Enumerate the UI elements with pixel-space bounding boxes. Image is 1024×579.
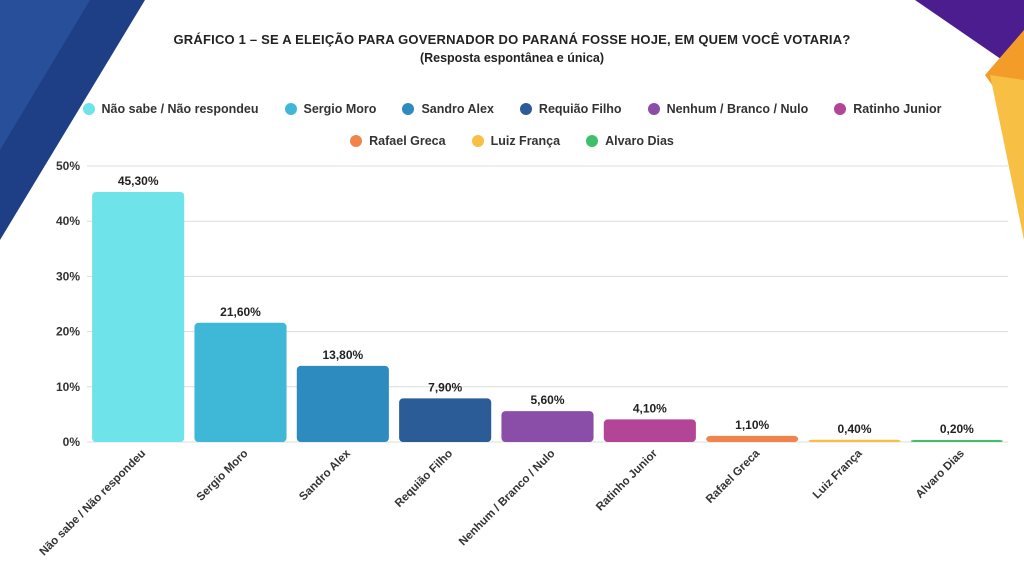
legend-label: Requião Filho (538, 102, 622, 116)
y-tick-label: 50% (56, 159, 80, 173)
legend-label: Ratinho Junior (853, 102, 942, 116)
legend-label: Sandro Alex (421, 102, 494, 116)
data-label: 45,30% (118, 174, 159, 188)
y-tick-label: 10% (56, 380, 80, 394)
legend-item: Sandro Alex (402, 102, 494, 116)
legend-label: Rafael Greca (369, 134, 446, 148)
y-tick-label: 40% (56, 214, 80, 228)
legend-label: Não sabe / Não respondeu (101, 102, 259, 116)
legend-label: Nenhum / Branco / Nulo (666, 102, 809, 116)
data-label: 13,80% (322, 348, 363, 362)
bar (399, 398, 492, 442)
legend-marker-icon (471, 135, 484, 147)
legend-label: Luiz França (490, 134, 561, 148)
x-tick-label: Sergio Moro (195, 448, 251, 504)
x-tick-label: Não sabe / Não respondeu (38, 448, 149, 559)
bar (194, 322, 287, 442)
legend-item: Alvaro Dias (586, 134, 674, 148)
corner-decoration-yellow (990, 75, 1024, 240)
x-tick-label: Requião Filho (393, 448, 455, 510)
data-label: 4,10% (633, 401, 667, 415)
bar (706, 435, 799, 442)
chart-title: GRÁFICO 1 – SE A ELEIÇÃO PARA GOVERNADOR… (173, 32, 851, 47)
legend-marker-icon (284, 103, 297, 115)
x-tick-label: Ratinho Junior (594, 447, 660, 513)
x-tick-label: Rafael Greca (704, 447, 763, 506)
x-tick-label: Alvaro Dias (914, 448, 967, 501)
legend-item: Não sabe / Não respondeu (82, 102, 259, 116)
legend-marker-icon (586, 135, 599, 147)
x-tick-label: Sandro Alex (297, 447, 353, 503)
data-label: 1,10% (735, 418, 769, 432)
legend-marker-icon (834, 103, 847, 115)
legend-marker-icon (350, 135, 363, 147)
bar (603, 419, 696, 442)
x-tick-label: Nenhum / Branco / Nulo (457, 448, 558, 549)
data-label: 0,40% (837, 422, 871, 436)
legend-row-1: Não sabe / Não respondeu Sergio Moro Sandr… (0, 102, 1024, 116)
data-label: 7,90% (428, 380, 462, 394)
data-label: 0,20% (940, 422, 974, 436)
x-tick-label: Luiz França (811, 447, 865, 501)
bar (910, 440, 1003, 442)
data-label: 21,60% (220, 305, 261, 319)
y-tick-label: 30% (56, 269, 80, 283)
legend-marker-icon (519, 103, 532, 115)
legend-label: Sergio Moro (303, 102, 377, 116)
bar (92, 191, 185, 442)
legend-item: Nenhum / Branco / Nulo (647, 102, 809, 116)
bar (296, 365, 389, 442)
legend-marker-icon (402, 103, 415, 115)
bar (501, 411, 594, 442)
legend-label: Alvaro Dias (605, 134, 674, 148)
legend-item: Luiz França (471, 134, 561, 148)
chart-subtitle: (Resposta espontânea e única) (419, 51, 605, 65)
data-label: 5,60% (530, 393, 564, 407)
y-tick-label: 20% (56, 325, 80, 339)
legend-row-2: Rafael Greca Luiz França Alvaro Dias (0, 134, 1024, 148)
corner-decoration-top-left-overlay (0, 0, 90, 150)
corner-decoration-top-right (915, 0, 1024, 75)
legend-item: Ratinho Junior (834, 102, 941, 116)
legend-item: Requião Filho (519, 102, 622, 116)
legend-marker-icon (647, 103, 660, 115)
y-tick-label: 0% (63, 435, 81, 449)
legend-item: Sergio Moro (284, 102, 377, 116)
bar (808, 439, 901, 442)
legend-item: Rafael Greca (350, 134, 446, 148)
legend-marker-icon (82, 103, 95, 115)
